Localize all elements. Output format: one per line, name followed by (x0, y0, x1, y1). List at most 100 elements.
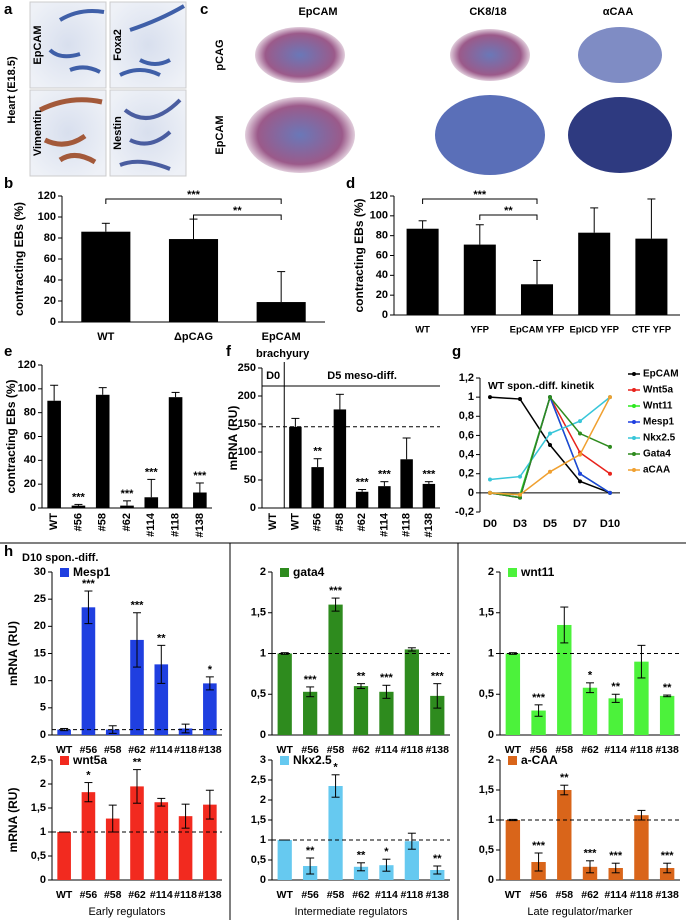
y-tick-label: 0 (260, 729, 266, 741)
significance-label: ** (157, 632, 166, 644)
x-tick-label: WT (267, 513, 279, 530)
x-tick-label: WT (505, 889, 522, 901)
x-tick-label: #114 (150, 889, 173, 901)
y-tick-label: 1,5 (31, 802, 46, 814)
significance-label: ** (433, 853, 442, 865)
significance-label: ** (560, 772, 569, 784)
legend-marker (632, 388, 636, 392)
x-tick-label: #138 (194, 513, 206, 537)
x-tick-label: #114 (375, 744, 398, 756)
y-tick-label: 1,5 (251, 607, 266, 619)
significance-label: *** (145, 466, 159, 478)
significance-label: ** (663, 682, 672, 694)
significance-label: ** (611, 681, 620, 693)
significance-label: *** (304, 674, 318, 686)
bar (659, 695, 675, 735)
y-tick-label: 5 (40, 702, 46, 714)
x-tick-label: #118 (400, 889, 423, 901)
bar (328, 604, 343, 735)
significance-label: *** (193, 470, 207, 482)
y-tick-label: 1 (468, 391, 474, 403)
x-tick-label: #56 (530, 744, 548, 756)
y-tick-label: 60 (24, 430, 36, 442)
chart-title: D10 spon.-diff. (22, 552, 98, 564)
bar (634, 815, 649, 880)
significance-label: ** (133, 757, 142, 769)
bar (277, 840, 292, 880)
group-label: D0 (266, 370, 280, 382)
bar (144, 497, 159, 508)
y-tick-label: 1,5 (479, 607, 494, 619)
bar (303, 691, 318, 735)
bar (168, 397, 183, 508)
y-tick-label: 0 (30, 502, 36, 514)
x-tick-label: #56 (312, 513, 324, 531)
legend-label: Gata4 (643, 449, 671, 460)
x-tick-label: WT (505, 744, 522, 756)
x-axis-label: Early regulators (88, 906, 166, 918)
x-tick-label: D3 (513, 518, 527, 530)
x-tick-label: #58 (327, 744, 345, 756)
significance-label: * (333, 762, 338, 774)
y-tick-label: 25 (34, 593, 46, 605)
y-axis-label: mRNA (RU) (6, 788, 20, 853)
legend-label: Nkx2.5 (293, 753, 332, 767)
x-tick-label: D0 (483, 518, 497, 530)
bar (81, 607, 96, 735)
bar (582, 687, 598, 735)
significance-bracket (105, 198, 282, 204)
significance-label: *** (532, 840, 546, 852)
bar (289, 426, 302, 508)
y-tick-label: 0 (260, 874, 266, 886)
bar (203, 683, 217, 735)
x-tick-label: #62 (352, 744, 370, 756)
legend-label: wnt5a (72, 753, 107, 767)
y-tick-label: 60 (376, 249, 388, 261)
bar (120, 505, 134, 508)
panel-label: f (226, 343, 232, 360)
legend-label: Nkx2.5 (643, 433, 676, 444)
x-tick-label: #138 (655, 889, 679, 901)
bar (71, 505, 86, 508)
bar (353, 866, 369, 880)
bar (105, 818, 120, 880)
point (578, 431, 582, 436)
y-tick-label: 1 (260, 647, 266, 659)
bar (404, 841, 419, 880)
y-tick-label: 0,5 (31, 850, 46, 862)
bar (520, 284, 554, 315)
point (518, 474, 522, 479)
eb-section-images (232, 20, 672, 175)
y-tick-label: 80 (44, 232, 56, 244)
legend-swatch (280, 756, 289, 765)
x-axis-label: Late regulator/marker (527, 906, 632, 918)
legend-marker (632, 436, 636, 440)
legend-marker (632, 404, 636, 408)
bar (203, 804, 217, 880)
significance-label: * (208, 664, 213, 676)
y-axis-label: mRNA (RU) (226, 406, 240, 471)
bar (406, 228, 439, 315)
y-tick-label: 0,5 (251, 688, 266, 700)
y-tick-label: 1,5 (251, 814, 266, 826)
significance-label: * (588, 670, 593, 682)
x-tick-label: YFP (471, 325, 490, 336)
x-tick-label: #56 (72, 513, 84, 531)
x-tick-label: #56 (530, 889, 548, 901)
point (608, 490, 612, 495)
point (518, 492, 522, 497)
y-tick-label: 40 (44, 274, 56, 286)
y-tick-label: 15 (34, 647, 46, 659)
y-tick-label: 0 (250, 502, 256, 514)
bar (430, 695, 445, 735)
x-tick-label: #114 (375, 889, 398, 901)
y-tick-label: 100 (238, 446, 256, 458)
chart-title: brachyury (256, 348, 310, 360)
y-tick-label: 20 (44, 295, 56, 307)
bar (95, 394, 110, 508)
y-tick-label: 80 (376, 230, 388, 242)
y-tick-label: 1 (260, 834, 266, 846)
y-tick-label: 0,5 (479, 688, 494, 700)
legend-marker (632, 420, 636, 424)
legend-label: gata4 (293, 565, 325, 579)
